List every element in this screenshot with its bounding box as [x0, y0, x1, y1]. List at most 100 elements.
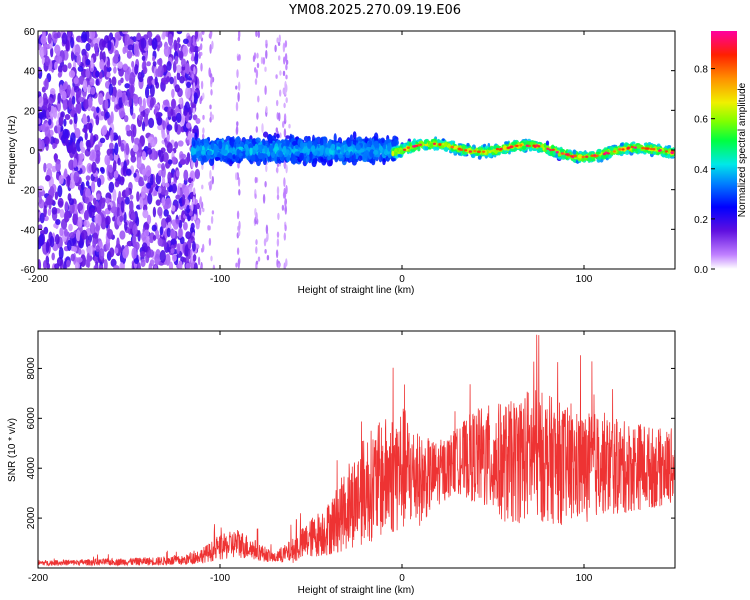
- spectrogram-cell: [178, 260, 183, 269]
- spectrogram-cell: [165, 197, 172, 209]
- spectrogram-cell: [548, 148, 553, 152]
- spectrogram-cell: [78, 96, 85, 103]
- spectrogram-cell: [291, 140, 298, 146]
- spectrogram-cell: [62, 82, 67, 92]
- spectrogram-cell: [66, 84, 71, 96]
- spectrogram-cell: [619, 142, 624, 147]
- spectrogram-cell: [73, 171, 80, 184]
- spectrogram-cell: [172, 61, 177, 73]
- spectrogram-cell: [74, 261, 80, 269]
- colorbar-gradient: [711, 31, 737, 269]
- spectrogram-cell: [150, 173, 154, 186]
- spectrogram-cell: [159, 250, 166, 263]
- spectrogram-cell: [98, 93, 104, 105]
- spectrogram-cell: [493, 145, 498, 149]
- spectrogram-cell: [197, 256, 201, 266]
- spectrogram-cell: [191, 201, 194, 212]
- spectrogram-cell: [529, 148, 533, 152]
- spectrogram-cell: [62, 64, 68, 73]
- spectrogram-cell: [265, 49, 268, 59]
- spectrogram-cell: [537, 147, 543, 152]
- spectrogram-cell: [183, 186, 190, 198]
- spectrogram-cell: [110, 111, 114, 124]
- spectrogram-x-tick-label: -100: [210, 274, 230, 285]
- snr-x-ticks: -200 -100 0 100: [28, 331, 593, 584]
- spectrogram-cell: [191, 261, 194, 269]
- spectrogram-cell: [68, 223, 73, 232]
- spectrogram-cell: [234, 136, 240, 144]
- spectrogram-cell: [402, 142, 407, 148]
- spectrogram-cell: [132, 94, 139, 104]
- spectrogram-cell: [283, 162, 286, 168]
- spectrogram-cell: [175, 218, 180, 224]
- spectrogram-cell: [344, 143, 348, 151]
- spectrogram-cell: [69, 232, 76, 239]
- spectrogram-cell: [268, 145, 274, 153]
- spectrogram-cell: [624, 150, 630, 155]
- spectrogram-x-label: Height of straight line (km): [298, 285, 415, 296]
- spectrogram-cell: [179, 153, 187, 159]
- spectrogram-cell: [202, 133, 205, 140]
- spectrogram-cell: [208, 181, 211, 186]
- spectrogram-cell: [171, 88, 175, 99]
- spectrogram-cell: [299, 152, 304, 161]
- spectrogram-cell: [281, 204, 285, 211]
- spectrogram-cell: [126, 50, 133, 59]
- spectrogram-cell: [57, 197, 64, 208]
- spectrogram-cell: [646, 147, 650, 150]
- spectrogram-cell: [248, 142, 254, 149]
- spectrogram-cell: [193, 187, 196, 196]
- spectrogram-cell: [511, 141, 516, 146]
- spectrogram-cell: [265, 39, 268, 45]
- spectrogram-cell: [54, 263, 60, 269]
- spectrogram-cell: [487, 153, 493, 158]
- spectrogram-cell: [256, 52, 259, 59]
- spectrogram-cell: [104, 154, 111, 166]
- spectrogram-cell: [210, 89, 213, 96]
- spectrogram-cell: [156, 116, 163, 126]
- spectrogram-cell: [81, 48, 87, 57]
- spectrogram-cell: [152, 234, 157, 241]
- snr-series-line: [38, 334, 675, 567]
- spectrogram-cell: [66, 174, 71, 188]
- spectrogram-cell: [276, 37, 279, 44]
- spectrogram-cell: [487, 147, 492, 151]
- spectrogram-cell: [93, 264, 98, 269]
- spectrogram-cell: [38, 96, 44, 108]
- spectrogram-cell: [131, 60, 135, 68]
- spectrogram-cell: [72, 157, 78, 168]
- spectrogram-cell: [76, 54, 82, 66]
- spectrogram-cell: [255, 31, 258, 37]
- spectrogram-cell: [200, 51, 203, 56]
- spectrogram-cell: [450, 145, 454, 149]
- spectrogram-cell: [80, 254, 87, 268]
- spectrogram-cell: [138, 96, 143, 107]
- spectrogram-cell: [120, 142, 125, 152]
- spectrogram-cell: [148, 249, 155, 258]
- spectrogram-cell: [142, 168, 146, 176]
- spectrogram-cell: [109, 247, 115, 258]
- spectrogram-cell: [238, 31, 241, 39]
- spectrogram-cell: [111, 95, 116, 103]
- spectrogram-cell: [201, 155, 207, 160]
- spectrogram-cell: [349, 151, 353, 157]
- spectrogram-cell: [624, 142, 629, 148]
- spectrogram-cell: [183, 169, 189, 181]
- spectrogram-cell: [264, 180, 267, 188]
- spectrogram-cell: [588, 151, 593, 156]
- spectrogram-cell: [283, 177, 286, 188]
- spectrogram-y-tick-label: -60: [21, 265, 36, 276]
- spectrogram-cell: [334, 154, 339, 163]
- spectrogram-cell: [146, 76, 153, 86]
- spectrogram-cell: [70, 253, 76, 262]
- spectrogram-cell: [192, 107, 196, 115]
- spectrogram-cell: [201, 150, 206, 155]
- spectrogram-cell: [590, 154, 594, 157]
- spectrogram-cell: [581, 155, 585, 159]
- spectrogram-cell: [471, 146, 475, 150]
- spectrogram-cell: [282, 120, 285, 129]
- spectrogram-cell: [76, 257, 83, 263]
- spectrogram-cell: [106, 228, 114, 240]
- spectrogram-cell: [119, 262, 124, 269]
